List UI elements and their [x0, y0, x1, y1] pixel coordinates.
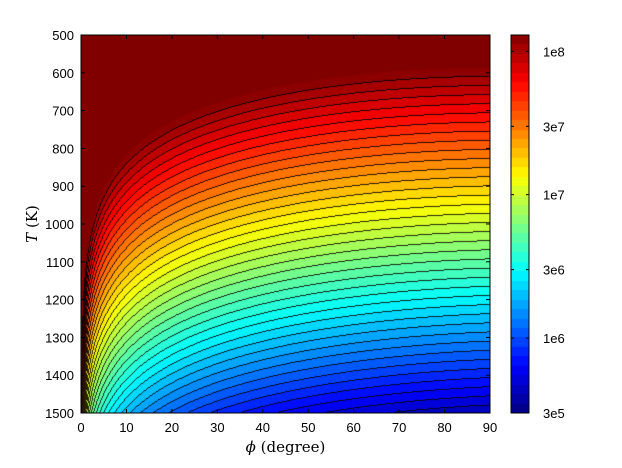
- y-tick-label: 500: [52, 28, 74, 43]
- x-axis-symbol: ϕ: [246, 438, 256, 456]
- x-tick-label: 50: [301, 420, 315, 435]
- y-tick-label: 800: [52, 141, 74, 156]
- x-tick-label: 60: [346, 420, 360, 435]
- x-tick-label: 80: [437, 420, 451, 435]
- y-tick-label: 1400: [45, 368, 74, 383]
- x-axis-ticks: 0 10 20 30 40 50 60 70 80 90: [77, 35, 497, 435]
- colorbar-tick-label: 3e5: [543, 406, 565, 421]
- y-tick-label: 1300: [45, 330, 74, 345]
- colorbar-ticks: 3e5 1e6 3e6 1e7 3e7 1e8: [511, 44, 565, 421]
- contour-field: [81, 35, 490, 413]
- y-axis-ticks: 500 600 700 800 900 1000 1100 1200 1300 1400 1500: [45, 28, 490, 421]
- y-tick-label: 1500: [45, 406, 74, 421]
- x-axis-unit: (degree): [256, 438, 325, 456]
- y-tick-label: 600: [52, 66, 74, 81]
- y-tick-label: 1200: [45, 293, 74, 308]
- x-tick-label: 10: [119, 420, 133, 435]
- x-tick-label: 20: [165, 420, 179, 435]
- colorbar-tick-label: 3e7: [543, 119, 565, 134]
- x-tick-label: 30: [210, 420, 224, 435]
- colorbar-tick-label: 3e6: [543, 263, 565, 278]
- colorbar-gradient: [511, 35, 529, 413]
- y-tick-label: 700: [52, 104, 74, 119]
- x-tick-label: 90: [483, 420, 497, 435]
- y-tick-label: 900: [52, 179, 74, 194]
- colorbar-frame: [510, 34, 530, 414]
- y-axis-unit: (K): [23, 205, 41, 233]
- x-tick-label: 40: [256, 420, 270, 435]
- x-tick-label: 0: [77, 420, 84, 435]
- y-tick-label: 1000: [45, 217, 74, 232]
- x-axis-title: ϕ (degree): [246, 438, 326, 456]
- colorbar-tick-label: 1e8: [543, 44, 565, 59]
- y-axis-title: T (K): [23, 205, 41, 243]
- y-tick-label: 1100: [46, 255, 74, 270]
- colorbar-tick-label: 1e6: [543, 331, 565, 346]
- x-tick-label: 70: [392, 420, 406, 435]
- y-axis-symbol: T: [23, 232, 41, 243]
- colorbar-tick-label: 1e7: [543, 188, 565, 203]
